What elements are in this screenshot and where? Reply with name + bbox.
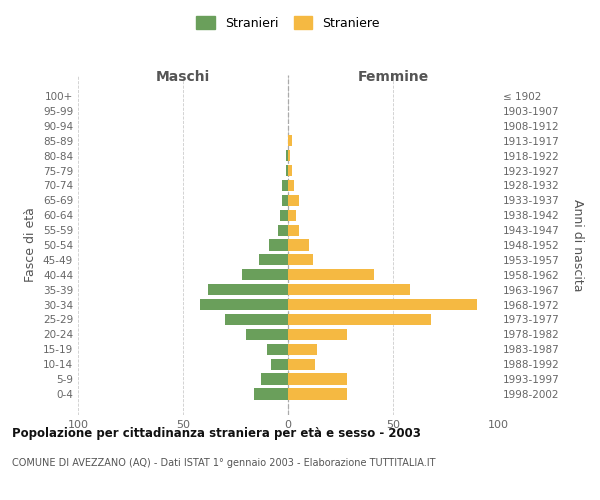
Bar [259, 254, 288, 266]
Bar [269, 240, 288, 250]
Bar [286, 165, 288, 176]
Bar [288, 314, 431, 325]
Bar [288, 344, 317, 355]
Bar [208, 284, 288, 296]
Bar [271, 358, 288, 370]
Bar [288, 210, 296, 221]
Y-axis label: Anni di nascita: Anni di nascita [571, 198, 584, 291]
Bar [254, 388, 288, 400]
Bar [288, 240, 309, 250]
Bar [288, 254, 313, 266]
Bar [288, 135, 292, 146]
Bar [282, 180, 288, 191]
Bar [288, 269, 374, 280]
Bar [288, 284, 410, 296]
Bar [280, 210, 288, 221]
Bar [288, 180, 295, 191]
Y-axis label: Fasce di età: Fasce di età [25, 208, 37, 282]
Bar [288, 194, 299, 206]
Text: COMUNE DI AVEZZANO (AQ) - Dati ISTAT 1° gennaio 2003 - Elaborazione TUTTITALIA.I: COMUNE DI AVEZZANO (AQ) - Dati ISTAT 1° … [12, 458, 436, 468]
Bar [277, 224, 288, 235]
Bar [260, 374, 288, 384]
Bar [282, 194, 288, 206]
Text: Maschi: Maschi [156, 70, 210, 84]
Bar [288, 388, 347, 400]
Bar [288, 358, 316, 370]
Bar [286, 150, 288, 161]
Bar [246, 329, 288, 340]
Bar [267, 344, 288, 355]
Bar [242, 269, 288, 280]
Bar [288, 150, 290, 161]
Bar [288, 165, 292, 176]
Bar [288, 299, 477, 310]
Bar [288, 374, 347, 384]
Text: Popolazione per cittadinanza straniera per età e sesso - 2003: Popolazione per cittadinanza straniera p… [12, 428, 421, 440]
Bar [200, 299, 288, 310]
Bar [225, 314, 288, 325]
Bar [288, 224, 299, 235]
Bar [288, 329, 347, 340]
Legend: Stranieri, Straniere: Stranieri, Straniere [191, 11, 385, 35]
Text: Femmine: Femmine [358, 70, 428, 84]
